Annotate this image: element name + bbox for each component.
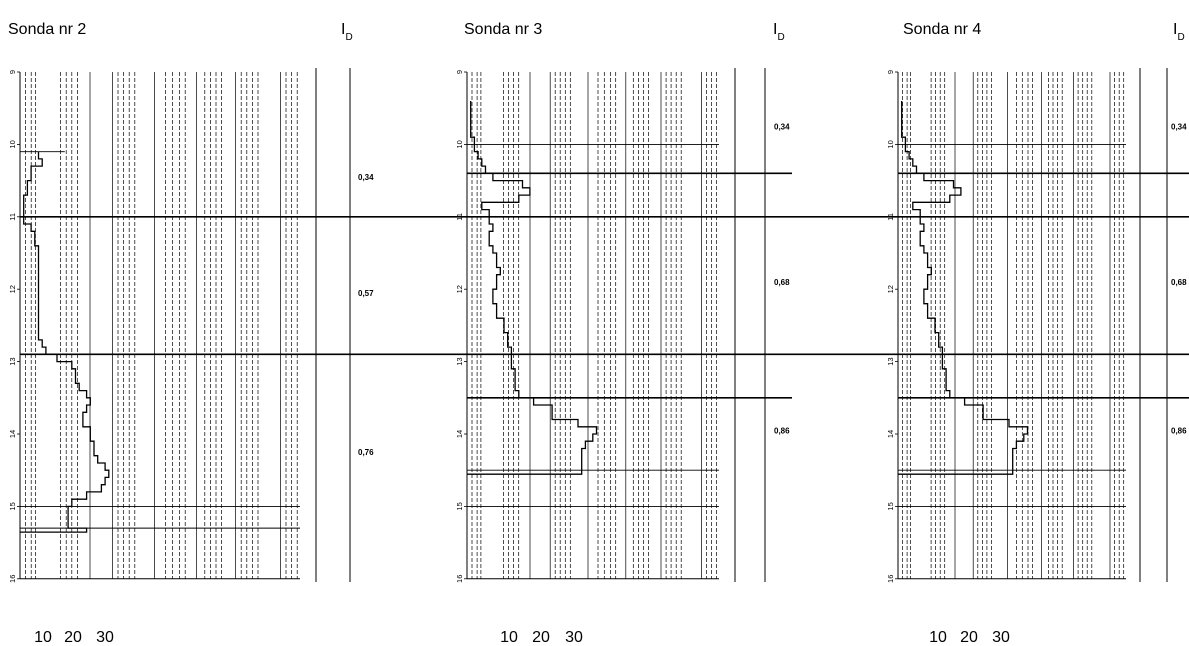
- id-value: 0,34: [1171, 122, 1187, 131]
- depth-tick-label: 10: [8, 140, 17, 148]
- id-column-header: ID: [341, 21, 353, 43]
- x-tick-label: 10: [34, 629, 52, 646]
- sounding-panel-4: Sonda nr 4 ID 9 10 11 12 13 14 15 16 0,34 0,68 0,86 1…: [886, 21, 1189, 646]
- panel-title: Sonda nr 4: [903, 21, 981, 38]
- id-header-subscript: D: [345, 32, 352, 43]
- id-value: 0,34: [774, 122, 790, 131]
- id-column-header: ID: [773, 21, 785, 43]
- sounding-panel-2: Sonda nr 2 ID9101112131415160,340,570,761…: [8, 21, 1189, 646]
- depth-tick-label: 11: [455, 213, 464, 221]
- id-value: 0,57: [358, 289, 374, 298]
- id-value: 0,76: [358, 448, 374, 457]
- depth-tick-label: 9: [8, 70, 17, 74]
- qc-profile-series: [898, 101, 1029, 475]
- id-value: 0,68: [1171, 278, 1187, 287]
- depth-tick-label: 16: [886, 575, 895, 583]
- depth-tick-label: 14: [886, 430, 895, 438]
- x-tick-label: 30: [565, 629, 583, 646]
- depth-tick-label: 14: [8, 430, 17, 438]
- depth-tick-label: 12: [886, 285, 895, 293]
- x-tick-label: 30: [96, 629, 114, 646]
- depth-tick-label: 10: [455, 140, 464, 148]
- x-tick-label: 30: [992, 629, 1010, 646]
- depth-tick-label: 9: [455, 70, 464, 74]
- depth-tick-label: 14: [455, 430, 464, 438]
- depth-tick-label: 9: [886, 70, 895, 74]
- depth-tick-label: 10: [886, 140, 895, 148]
- id-value: 0,34: [358, 173, 374, 182]
- depth-tick-label: 16: [455, 575, 464, 583]
- qc-profile-series: [467, 101, 598, 475]
- qc-profile-series: [20, 151, 110, 533]
- id-value: 0,68: [774, 278, 790, 287]
- x-tick-label: 20: [64, 629, 82, 646]
- depth-tick-label: 16: [8, 575, 17, 583]
- id-header-subscript: D: [777, 32, 784, 43]
- sounding-panel-3: Sonda nr 3 ID 9 10 11 12 13 14 15 16 0,34 0,68 0,86 1…: [455, 21, 792, 646]
- id-header-main: I: [341, 21, 345, 38]
- depth-tick-label: 13: [455, 357, 464, 365]
- panel-title: Sonda nr 2: [8, 21, 86, 38]
- depth-tick-label: 13: [8, 357, 17, 365]
- x-tick-label: 20: [532, 629, 550, 646]
- panel-title: Sonda nr 3: [464, 21, 542, 38]
- x-tick-label: 10: [929, 629, 947, 646]
- id-header-main: I: [773, 21, 777, 38]
- id-value: 0,86: [1171, 426, 1187, 435]
- x-tick-label: 20: [960, 629, 978, 646]
- id-value: 0,86: [774, 426, 790, 435]
- depth-tick-label: 15: [886, 502, 895, 510]
- depth-tick-label: 12: [455, 285, 464, 293]
- depth-tick-label: 13: [886, 357, 895, 365]
- depth-tick-label: 15: [8, 502, 17, 510]
- id-header-subscript: D: [1177, 32, 1184, 43]
- id-column-header: ID: [1173, 21, 1185, 43]
- depth-tick-label: 11: [886, 213, 895, 221]
- id-header-main: I: [1173, 21, 1177, 38]
- depth-tick-label: 15: [455, 502, 464, 510]
- depth-tick-label: 12: [8, 285, 17, 293]
- depth-tick-label: 11: [8, 213, 17, 221]
- x-tick-label: 10: [500, 629, 518, 646]
